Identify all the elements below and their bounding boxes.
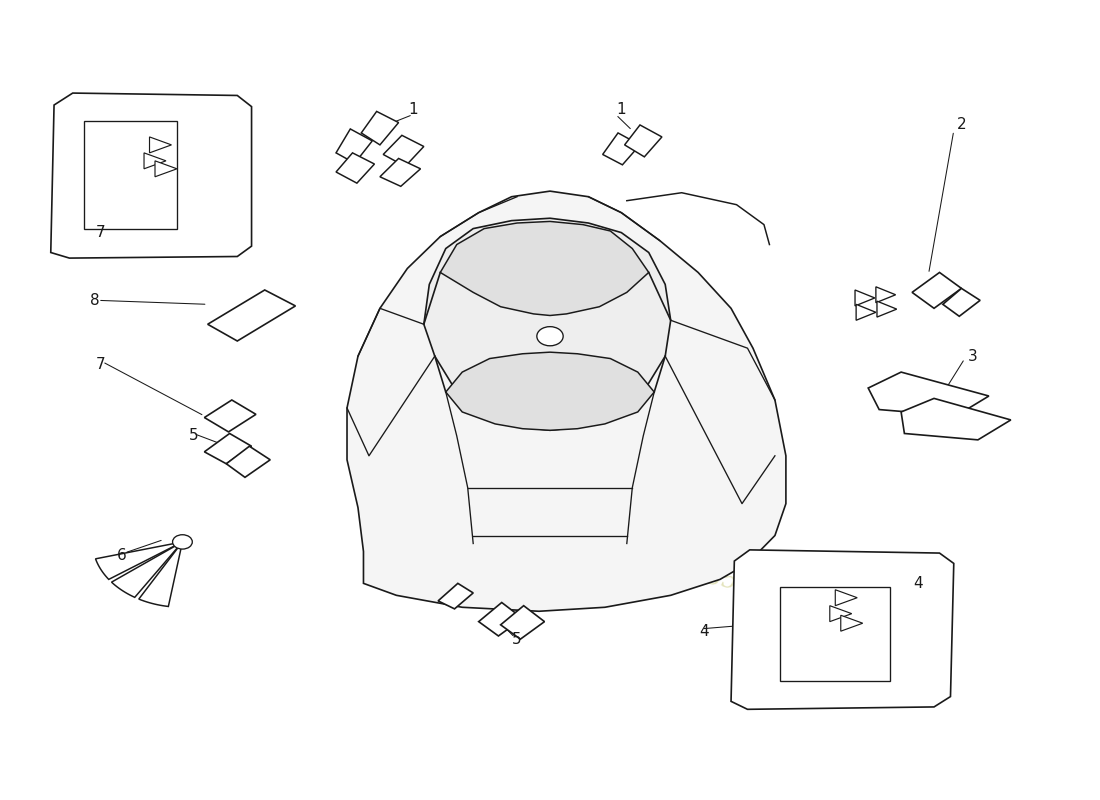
Polygon shape bbox=[446, 352, 654, 430]
Text: 4: 4 bbox=[913, 576, 923, 591]
Polygon shape bbox=[227, 446, 271, 478]
Polygon shape bbox=[336, 129, 372, 163]
Text: 8: 8 bbox=[90, 293, 99, 308]
Polygon shape bbox=[205, 434, 252, 464]
Polygon shape bbox=[208, 290, 296, 341]
Polygon shape bbox=[877, 301, 896, 317]
Text: 1: 1 bbox=[408, 102, 418, 117]
Polygon shape bbox=[868, 372, 989, 416]
Text: 4: 4 bbox=[698, 624, 708, 638]
Text: 7: 7 bbox=[96, 225, 104, 240]
Polygon shape bbox=[51, 93, 252, 258]
Polygon shape bbox=[603, 133, 640, 165]
Text: 5: 5 bbox=[188, 428, 198, 443]
Polygon shape bbox=[150, 137, 172, 153]
Text: 7: 7 bbox=[96, 357, 104, 372]
Polygon shape bbox=[500, 606, 544, 639]
Text: 3: 3 bbox=[968, 349, 977, 364]
Polygon shape bbox=[912, 273, 961, 308]
Polygon shape bbox=[139, 542, 183, 606]
Polygon shape bbox=[144, 153, 166, 169]
Polygon shape bbox=[901, 398, 1011, 440]
Polygon shape bbox=[361, 111, 398, 145]
Polygon shape bbox=[336, 153, 374, 183]
Text: 2: 2 bbox=[957, 118, 966, 133]
Text: 6: 6 bbox=[118, 548, 127, 563]
Polygon shape bbox=[379, 158, 420, 186]
Polygon shape bbox=[440, 222, 649, 315]
Polygon shape bbox=[111, 542, 183, 598]
Circle shape bbox=[173, 534, 192, 549]
Polygon shape bbox=[424, 218, 671, 430]
Text: a passion for parts since 1985: a passion for parts since 1985 bbox=[361, 493, 739, 594]
Text: 5: 5 bbox=[513, 632, 521, 646]
Text: 1: 1 bbox=[616, 102, 626, 117]
Polygon shape bbox=[155, 161, 177, 177]
Polygon shape bbox=[96, 542, 183, 579]
Polygon shape bbox=[205, 400, 256, 432]
Polygon shape bbox=[438, 583, 473, 609]
Polygon shape bbox=[840, 615, 862, 631]
Polygon shape bbox=[478, 602, 522, 636]
Circle shape bbox=[537, 326, 563, 346]
Polygon shape bbox=[829, 606, 851, 622]
Text: e: e bbox=[379, 250, 544, 518]
Polygon shape bbox=[625, 125, 662, 157]
Bar bbox=[780, 586, 890, 681]
Polygon shape bbox=[383, 135, 424, 166]
Polygon shape bbox=[856, 304, 876, 320]
Polygon shape bbox=[855, 290, 875, 306]
Polygon shape bbox=[346, 191, 785, 611]
Bar bbox=[84, 121, 177, 229]
Polygon shape bbox=[876, 286, 895, 302]
Polygon shape bbox=[835, 590, 857, 606]
Polygon shape bbox=[732, 550, 954, 710]
Polygon shape bbox=[943, 288, 980, 316]
